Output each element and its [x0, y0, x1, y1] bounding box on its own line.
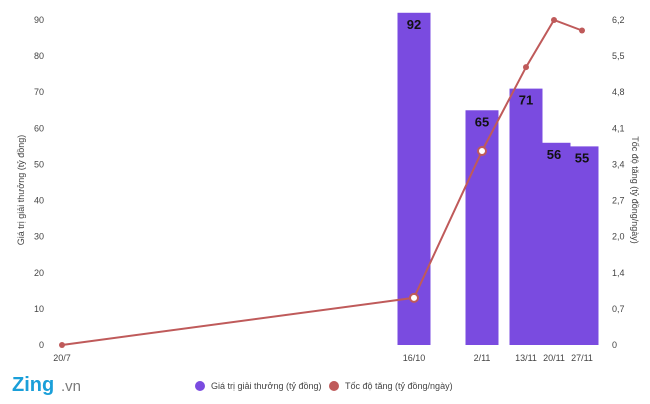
- y-right-tick-label: 2,0: [612, 232, 625, 242]
- y-left-tick-label: 60: [34, 123, 44, 133]
- bar-series: [397, 12, 599, 346]
- line-point: [551, 17, 557, 23]
- y-left-tick-label: 40: [34, 196, 44, 206]
- y-axis-left-ticks: 0 10 20 30 40 50 60 70 80 90: [34, 15, 44, 350]
- y-left-tick-label: 0: [39, 340, 44, 350]
- bar: [537, 142, 571, 345]
- logo-suffix: .vn: [61, 378, 81, 395]
- y-right-tick-label: 6,2: [612, 15, 625, 25]
- line-point: [523, 64, 529, 71]
- x-tick-label: 2/11: [474, 353, 491, 363]
- y-axis-left-title: Giá trị giải thưởng (tỷ đồng): [16, 135, 26, 245]
- bar: [465, 110, 499, 346]
- y-left-tick-label: 80: [34, 51, 44, 61]
- bar-value-label: 55: [575, 150, 589, 165]
- line-path: [61, 18, 583, 346]
- line-series: [59, 17, 585, 348]
- y-right-tick-label: 2,7: [612, 196, 625, 206]
- line-point: [579, 27, 585, 34]
- y-axis-right-ticks: 0 0,7 1,4 2,0 2,7 3,4 4,1 4,8 5,5 6,2: [612, 15, 625, 350]
- bar: [565, 146, 599, 345]
- line-point: [409, 292, 419, 303]
- y-right-tick-label: 0,7: [612, 304, 625, 314]
- y-left-tick-label: 10: [34, 304, 44, 314]
- x-tick-label: 13/11: [515, 353, 537, 363]
- line-point: [477, 146, 487, 157]
- legend-line-label: Tốc độ tăng (tỷ đồng/ngày): [345, 381, 453, 391]
- x-tick-label: 27/11: [571, 353, 593, 363]
- y-left-tick-label: 70: [34, 87, 44, 97]
- zing-logo: Zing .vn: [12, 374, 81, 396]
- y-left-tick-label: 30: [34, 232, 44, 242]
- legend-bar-label: Giá trị giải thưởng (tỷ đồng): [211, 381, 321, 391]
- y-right-tick-label: 4,8: [612, 87, 625, 97]
- y-left-tick-label: 50: [34, 159, 44, 169]
- x-tick-label: 20/11: [543, 353, 565, 363]
- y-left-tick-label: 90: [34, 15, 44, 25]
- y-right-tick-label: 1,4: [612, 268, 625, 278]
- legend-bar-marker: [195, 381, 205, 391]
- x-axis-ticks: 20/7 16/10 2/11 13/11 20/11 27/11: [53, 353, 593, 363]
- bar-data-labels: 92 65 71 56 55: [407, 17, 589, 166]
- bar-value-label: 71: [519, 93, 533, 108]
- bar-value-label: 92: [407, 17, 421, 32]
- y-right-tick-label: 5,5: [612, 51, 625, 61]
- bar: [397, 12, 431, 346]
- y-axis-right-title: Tốc độ tăng (tỷ đồng/ngày): [630, 136, 640, 244]
- bar: [509, 88, 543, 345]
- y-right-tick-label: 4,1: [612, 123, 625, 133]
- line-point: [59, 342, 65, 348]
- legend-line-marker: [329, 381, 339, 391]
- legend: Giá trị giải thưởng (tỷ đồng) Tốc độ tăn…: [195, 381, 453, 391]
- y-right-tick-label: 3,4: [612, 159, 625, 169]
- bar-value-label: 65: [475, 114, 489, 129]
- logo-brand: Zing: [12, 374, 54, 396]
- y-left-tick-label: 20: [34, 268, 44, 278]
- x-tick-label: 16/10: [403, 353, 426, 363]
- y-right-tick-label: 0: [612, 340, 617, 350]
- x-tick-label: 20/7: [53, 353, 71, 363]
- bar-value-label: 56: [547, 147, 561, 162]
